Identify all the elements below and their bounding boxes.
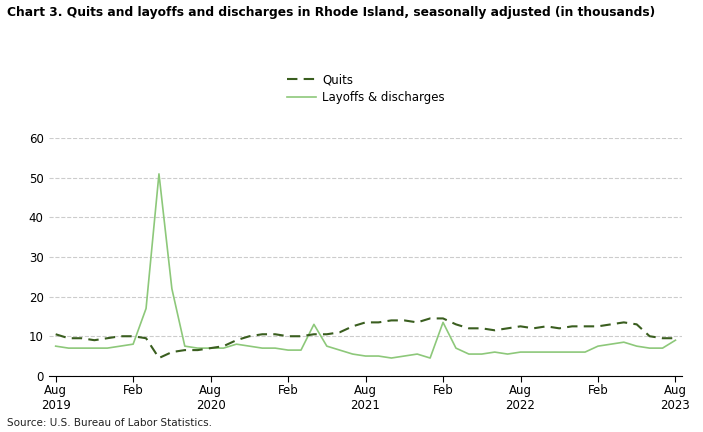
Text: Chart 3. Quits and layoffs and discharges in Rhode Island, seasonally adjusted (: Chart 3. Quits and layoffs and discharge… (7, 6, 655, 19)
Legend: Quits, Layoffs & discharges: Quits, Layoffs & discharges (287, 73, 444, 104)
Text: Source: U.S. Bureau of Labor Statistics.: Source: U.S. Bureau of Labor Statistics. (7, 418, 212, 428)
